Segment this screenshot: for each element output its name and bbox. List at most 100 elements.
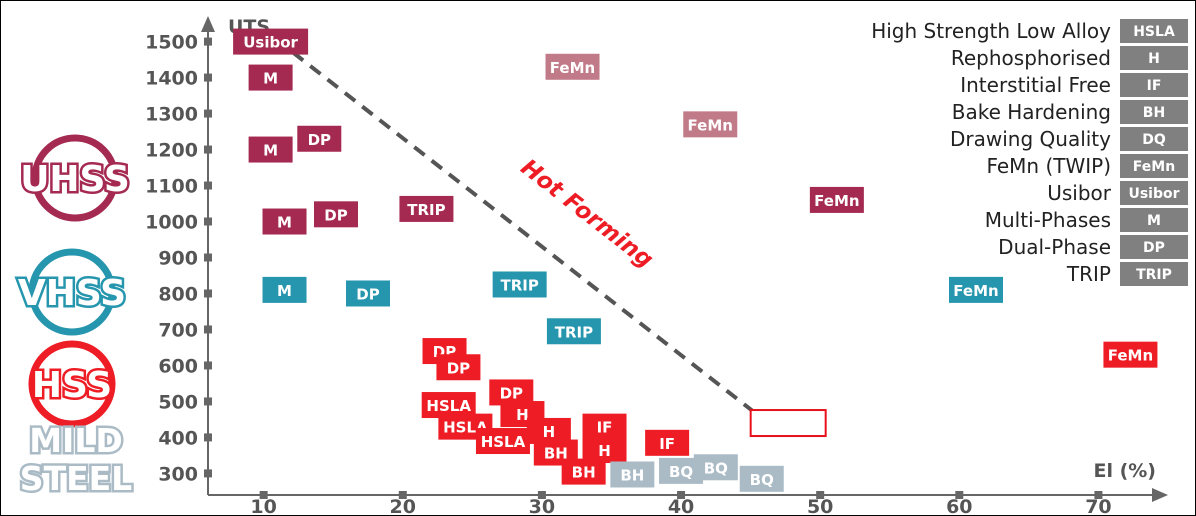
legend-badge xyxy=(1120,100,1188,124)
point-bq: BQ xyxy=(739,465,784,492)
point-label: HSLA xyxy=(481,433,526,451)
point-label: Usibor xyxy=(761,415,816,433)
legend-badge xyxy=(1120,262,1188,286)
legend-abbr: BH xyxy=(1143,105,1165,121)
point-label: DP xyxy=(447,359,470,377)
legend-item: Rephosphorised H xyxy=(951,46,1188,70)
point-label: BQ xyxy=(750,471,774,489)
legend-name: Drawing Quality xyxy=(950,127,1111,151)
point-label: TRIP xyxy=(500,276,538,294)
point-label: TRIP xyxy=(555,323,593,341)
legend-abbr: HSLA xyxy=(1133,24,1175,40)
legend-abbr: FeMn xyxy=(1133,159,1175,175)
legend-item: Multi-Phases M xyxy=(985,208,1188,232)
x-tick-label: 70 xyxy=(1085,496,1111,516)
x-tick-label: 30 xyxy=(529,496,555,516)
vhss-badge: VHSS xyxy=(15,248,129,336)
point-label: M xyxy=(277,282,292,300)
point-label: FeMn xyxy=(814,192,859,210)
legend-name: Dual-Phase xyxy=(998,235,1111,259)
y-tick-label: 900 xyxy=(158,248,198,270)
point-label: DP xyxy=(324,206,347,224)
legend-abbr: Usibor xyxy=(1128,186,1179,202)
point-label: BQ xyxy=(704,459,728,477)
y-tick xyxy=(204,181,212,190)
y-tick xyxy=(204,469,212,478)
point-bh: BH xyxy=(561,458,606,485)
y-tick xyxy=(204,433,212,442)
point-hsla: HSLA xyxy=(475,428,530,455)
point-box xyxy=(314,201,358,228)
uhss-badge: UHSS xyxy=(18,134,132,222)
y-tick-label: 300 xyxy=(158,463,198,485)
point-dp: DP xyxy=(297,125,342,152)
legend-badge xyxy=(1120,181,1188,205)
point-label: Usibor xyxy=(243,34,298,52)
x-tick xyxy=(259,491,268,499)
legend-item: Bake Hardening BH xyxy=(952,100,1188,124)
legend-abbr: IF xyxy=(1147,78,1162,94)
point-box xyxy=(683,111,738,138)
point-label: M xyxy=(263,142,278,160)
steel-class-badges: UHSS VHSS HSS MILD STEEL xyxy=(15,134,135,501)
point-trip: TRIP xyxy=(546,318,601,345)
point-m: M xyxy=(262,208,307,235)
point-trip: TRIP xyxy=(492,271,547,298)
point-label: IF xyxy=(597,419,613,437)
point-femn: FeMn xyxy=(1103,341,1158,368)
point-box xyxy=(436,354,481,381)
point-label: DP xyxy=(356,285,379,303)
x-tick xyxy=(398,491,407,499)
x-axis-title: El (%) xyxy=(1093,460,1156,482)
point-box xyxy=(492,271,547,298)
point-label: BH xyxy=(544,445,568,463)
point-box xyxy=(582,413,627,440)
y-tick-label: 600 xyxy=(158,355,198,377)
point-box xyxy=(262,276,307,303)
data-points: Usibor M M DP M DP TRIP FeMn FeMn FeMn M DP TRIP TRIP… xyxy=(233,28,1158,492)
mild-label: MILD xyxy=(29,421,123,460)
point-box xyxy=(749,409,827,438)
mild-steel-badge: MILD STEEL xyxy=(17,419,134,501)
legend-abbr: M xyxy=(1147,213,1161,229)
point-femn: FeMn xyxy=(545,53,600,80)
y-tick-label: 1100 xyxy=(145,176,198,198)
point-box xyxy=(693,454,738,481)
y-tick-label: 800 xyxy=(158,283,198,305)
x-tick xyxy=(955,491,964,499)
y-tick xyxy=(204,145,212,154)
legend-badge xyxy=(1120,73,1188,97)
point-label: BH xyxy=(572,464,596,482)
point-box xyxy=(297,125,342,152)
point-label: TRIP xyxy=(407,201,445,219)
legend-name: TRIP xyxy=(1066,262,1111,286)
legend-abbr: DQ xyxy=(1142,132,1166,148)
point-box xyxy=(561,458,606,485)
y-tick-label: 1500 xyxy=(145,32,198,54)
point-label: H xyxy=(598,442,611,460)
y-tick xyxy=(204,217,212,226)
point-label: FeMn xyxy=(550,59,595,77)
legend-badge xyxy=(1120,19,1188,43)
point-box xyxy=(809,186,864,213)
point-box xyxy=(248,64,293,91)
point-label: IF xyxy=(659,435,675,453)
y-axis-arrow xyxy=(201,16,215,32)
y-tick xyxy=(204,109,212,118)
legend-item: TRIP TRIP xyxy=(1066,262,1188,286)
point-label: H xyxy=(516,406,529,424)
legend-item: High Strength Low Alloy HSLA xyxy=(871,19,1188,43)
y-tick xyxy=(204,397,212,406)
point-dp: DP xyxy=(314,201,358,228)
point-box xyxy=(399,195,454,222)
legend-item: Usibor Usibor xyxy=(1047,181,1188,205)
point-label: FeMn xyxy=(1108,347,1153,365)
point-if: IF xyxy=(582,413,627,440)
point-box xyxy=(546,318,601,345)
hot-forming-line xyxy=(291,50,754,413)
y-tick-label: 1300 xyxy=(145,104,198,126)
point-box xyxy=(1103,341,1158,368)
point-box xyxy=(233,28,309,55)
point-m: M xyxy=(248,136,293,163)
